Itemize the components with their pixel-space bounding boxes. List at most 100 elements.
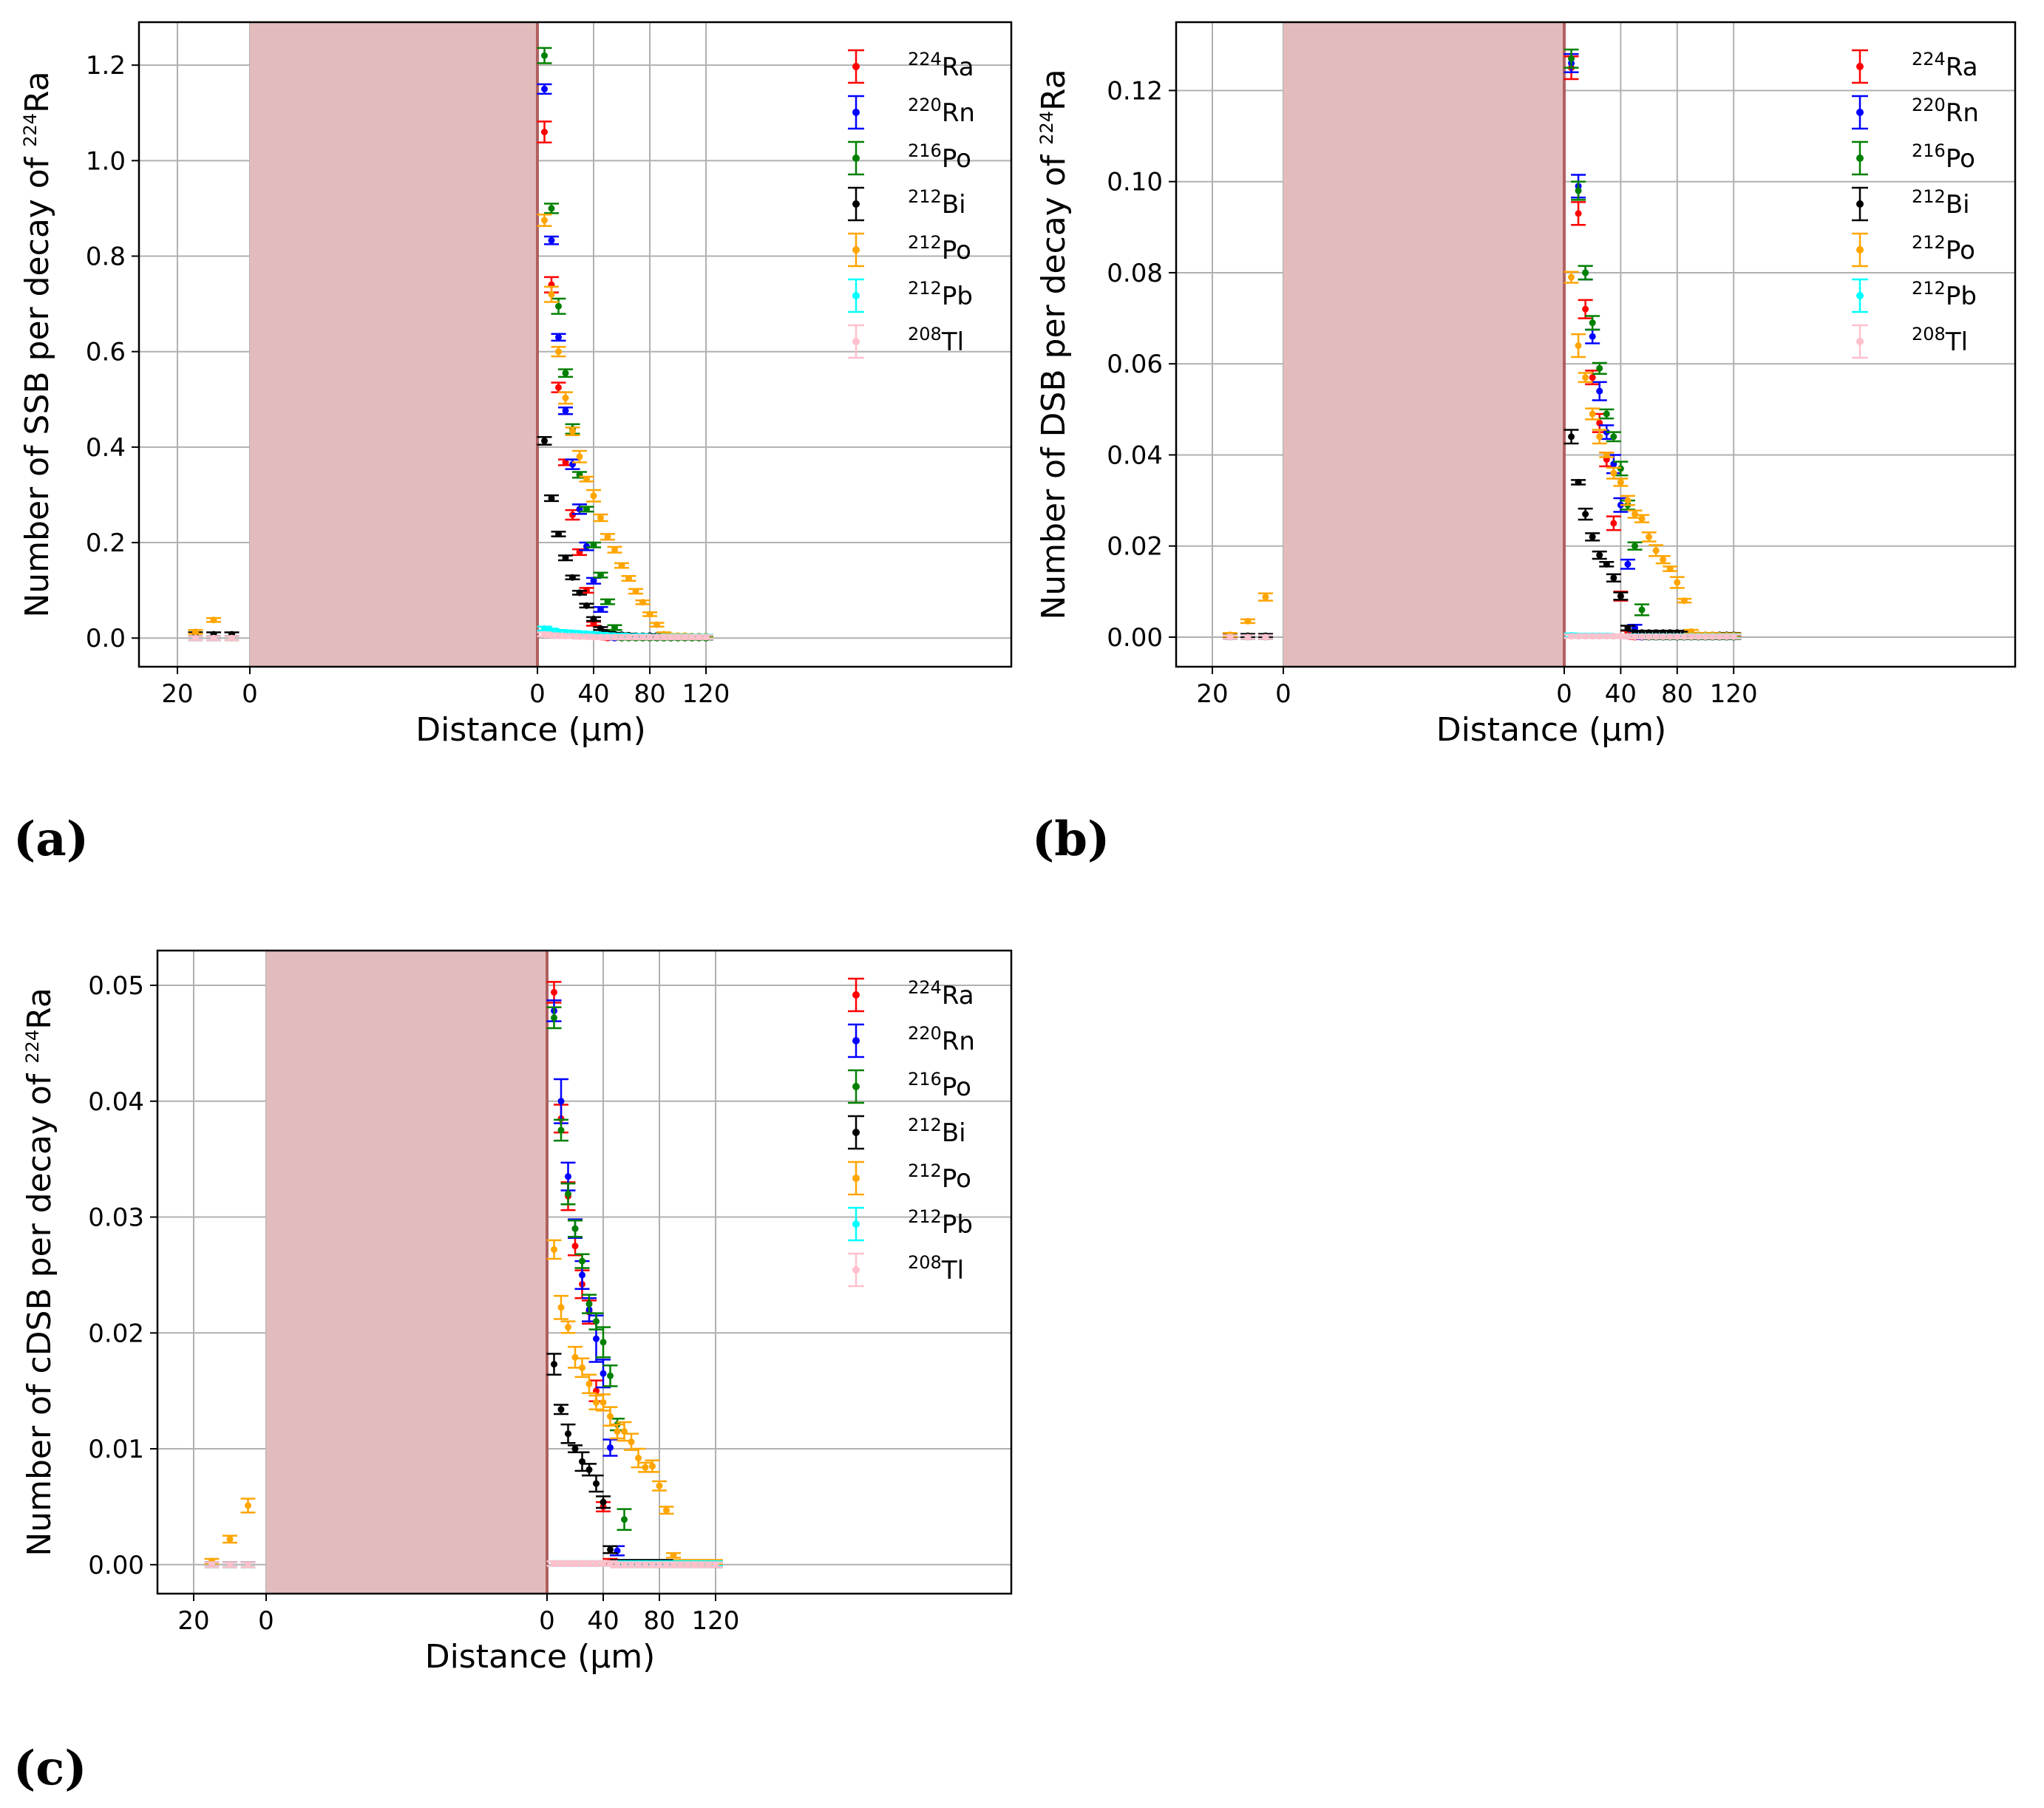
data-point-212Bi [571,1445,579,1452]
legend-label: 212Bi [908,186,966,220]
legend-label: 212Pb [908,278,973,311]
data-point-224Ra [541,129,548,136]
data-point-216Po [621,1516,628,1523]
x-axis-label: Distance (μm) [415,711,646,749]
legend-label: 208Tl [1912,324,1968,357]
legend-label: 212Bi [908,1115,966,1148]
legend-label: 212Bi [1912,186,1970,220]
data-point-212Po [571,1353,579,1361]
data-point-220Rn [593,1335,600,1342]
y-tick-label: 0.04 [1107,441,1163,470]
data-point-224Ra [571,1243,579,1250]
legend-label: 212Po [1912,232,1975,265]
data-point-216Po [607,1372,614,1379]
data-point-212Bi [1624,625,1632,632]
data-point-212Po [1624,497,1632,504]
data-point-212Po [1617,478,1624,486]
legend-label: 220Rn [1912,95,1979,128]
y-tick-label: 0.02 [88,1319,144,1348]
axes-frame [156,949,1013,1595]
data-point-212Po [557,1304,565,1311]
data-point-212Po [1568,273,1575,281]
data-point-224Ra [1610,520,1617,527]
legend-label: 224Ra [908,49,974,82]
data-point-212Po [625,575,632,582]
x-tick-label: 0 [1556,679,1572,709]
data-point-216Po [585,1300,593,1308]
data-point-220Rn [548,237,555,244]
panel-a-chart: 0.0 0.2 0.4 0.6 0.8 1.0 1.2 20 0 0 40 80 120 Distance… [18,21,1013,749]
data-point-212Bi [1610,574,1617,582]
legend-label: 220Rn [908,95,975,128]
data-point-212Po [607,1413,614,1420]
data-point-212Po [653,621,660,628]
data-point-212Po [663,1506,670,1514]
legend-entry-220Rn: 220Rn [848,1023,975,1058]
data-point-212Bi [1589,533,1596,540]
x-tick-label: 0 [529,679,546,709]
data-point-212Po [611,546,618,554]
data-point-208Tl [208,1561,215,1569]
y-axis-label: Number of DSB per decay of 224Ra [1035,69,1073,619]
data-point-212Po [585,1380,593,1387]
data-point-212Po [551,1245,557,1253]
y-tick-label: 0.06 [1107,350,1163,379]
y-tick-label: 0.00 [1107,623,1163,653]
data-point-216Po [565,1190,571,1197]
data-point-224Ra [1582,305,1589,313]
data-point-212Po [649,1463,656,1470]
data-point-212Po [635,1455,642,1462]
data-point-216Po [579,1257,585,1265]
data-point-220Rn [557,1098,565,1105]
data-point-208Tl [1730,633,1737,640]
data-point-220Rn [541,85,548,92]
x-axis-label: Distance (μm) [1436,711,1667,749]
data-point-208Tl [1262,633,1269,641]
y-tick-label: 0.6 [86,338,126,367]
data-point-208Tl [712,1561,719,1569]
data-point-208Tl [702,633,710,641]
data-point-220Rn [583,543,590,550]
data-point-224Ra [555,384,562,391]
x-tick-label: 0 [242,679,258,709]
legend-entry-212Pb: 212Pb [1852,278,1977,313]
legend-entry-212Bi: 212Bi [1852,186,1970,222]
data-point-212Po [1610,469,1617,477]
data-point-216Po [1610,433,1617,441]
data-point-212Bi [557,1406,565,1413]
data-point-212Po [1674,579,1681,586]
data-point-212Bi [590,615,597,622]
y-tick-label: 0.12 [1107,76,1163,106]
data-point-212Po [670,1552,677,1559]
data-point-208Tl [192,634,199,642]
data-point-220Rn [555,333,562,341]
data-point-220Rn [1596,387,1603,395]
data-point-224Ra [590,620,597,628]
data-point-212Po [1589,410,1596,418]
data-point-212Bi [576,589,583,597]
legend-label: 220Rn [908,1023,975,1056]
y-tick-label: 0.0 [86,624,126,653]
legend-label: 212Pb [1912,278,1977,311]
legend-label: 216Po [1912,140,1975,174]
data-point-212Po [1638,515,1646,523]
data-point-224Ra [562,459,569,466]
legend-entry-224Ra: 224Ra [848,49,974,84]
data-point-216Po [604,598,611,605]
legend-label: 212Po [908,1160,971,1194]
data-point-216Po [1596,364,1603,372]
data-point-212Po [604,533,611,540]
y-tick-label: 0.4 [86,433,126,463]
data-point-220Rn [607,1444,614,1451]
x-tick-label: 80 [1661,679,1693,709]
y-tick-label: 0.2 [86,529,126,558]
data-point-212Po [1652,547,1660,554]
legend-entry-208Tl: 208Tl [848,324,964,359]
legend-entry-212Pb: 212Pb [848,278,973,313]
y-axis-label: Number of cDSB per decay of 224Ra [21,988,58,1556]
x-tick-label: 40 [577,679,609,709]
data-point-216Po [597,571,604,579]
x-tick-label: 80 [634,679,665,709]
x-tick-label: 0 [1275,679,1291,709]
data-point-212Bi [1568,433,1575,441]
